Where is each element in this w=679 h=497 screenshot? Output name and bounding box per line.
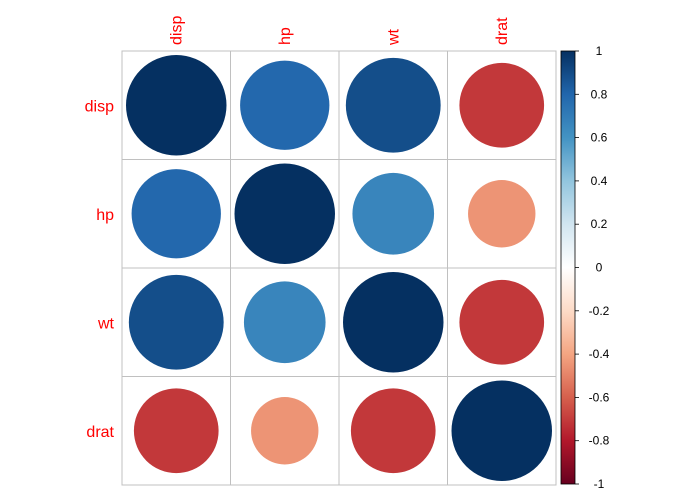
corr-circle-drat-drat <box>451 380 552 481</box>
colorbar-tick-label: 0.8 <box>591 87 608 101</box>
corr-circle-hp-hp <box>234 163 335 264</box>
column-label-drat: drat <box>494 17 511 45</box>
colorbar-tick-label: 0.6 <box>591 131 608 145</box>
column-labels: disp hp wt drat <box>168 16 511 46</box>
corr-circle-wt-drat <box>459 279 545 365</box>
column-label-disp: disp <box>168 16 185 45</box>
corr-circle-disp-wt <box>345 57 441 153</box>
colorbar-tick-label: -1 <box>594 477 605 491</box>
corr-circle-hp-wt <box>352 172 435 255</box>
row-label-wt: wt <box>97 315 115 332</box>
colorbar-tick-label: 0.2 <box>591 217 608 231</box>
corr-circle-wt-hp <box>243 281 326 364</box>
colorbar-gradient <box>560 50 576 485</box>
colorbar-tick-label: -0.8 <box>589 434 610 448</box>
column-label-wt: wt <box>385 28 402 46</box>
row-label-hp: hp <box>96 207 114 224</box>
grid-cell-drat-hp <box>230 376 340 486</box>
colorbar-tick-label: 0 <box>596 261 603 275</box>
correlation-cells <box>121 50 557 486</box>
colorbar-tick-label: 0.4 <box>591 174 608 188</box>
corr-circle-disp-disp <box>126 55 227 156</box>
corr-circle-drat-wt <box>350 388 436 474</box>
corr-circle-hp-drat <box>468 180 536 248</box>
row-label-disp: disp <box>85 98 114 115</box>
corr-circle-hp-disp <box>131 169 221 259</box>
column-label-hp: hp <box>277 27 294 45</box>
corr-circle-drat-disp <box>133 388 219 474</box>
corr-circle-wt-disp <box>128 274 224 370</box>
colorbar-ticks: 1 0.8 0.6 0.4 0.2 0 -0.2 -0.4 -0.6 -0.8 -1 <box>575 44 610 491</box>
corr-circle-drat-hp <box>251 397 319 465</box>
corr-circle-disp-drat <box>459 62 545 148</box>
colorbar-tick-label: -0.6 <box>589 390 610 404</box>
colorbar-tick-label: 1 <box>596 44 603 58</box>
row-label-drat: drat <box>86 424 114 441</box>
colorbar-tick-label: -0.4 <box>589 347 610 361</box>
corr-circle-wt-wt <box>343 272 444 373</box>
corr-circle-disp-hp <box>240 60 330 150</box>
row-labels: disp hp wt drat <box>85 98 115 441</box>
colorbar-tick-label: -0.2 <box>589 304 610 318</box>
colorbar: 1 0.8 0.6 0.4 0.2 0 -0.2 -0.4 -0.6 -0.8 -1 <box>560 44 610 491</box>
